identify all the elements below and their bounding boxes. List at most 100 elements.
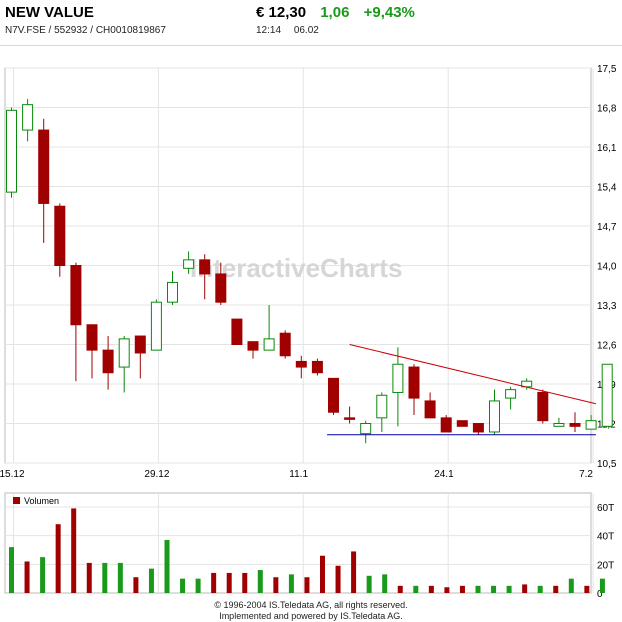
candle-body — [118, 338, 130, 368]
candle-body — [585, 420, 597, 430]
resistance-line — [349, 344, 597, 405]
volume-bar — [382, 574, 388, 593]
security-info: NEW VALUE N7V.FSE / 552932 / CH001081986… — [5, 4, 166, 36]
candle-body — [553, 423, 565, 427]
volume-bar — [211, 572, 217, 593]
quote-header: NEW VALUE N7V.FSE / 552932 / CH001081986… — [0, 0, 622, 44]
volume-bar — [226, 572, 232, 593]
candle-body — [537, 391, 549, 422]
candle-body — [328, 377, 339, 413]
price-axis-tick-label: 13,3 — [597, 301, 617, 312]
candle-body — [344, 417, 356, 420]
candle-body — [54, 205, 66, 266]
candle-body — [167, 281, 178, 303]
volume-bar — [273, 577, 279, 593]
quote-date: 06.02 — [293, 25, 319, 36]
price-axis-tick-label: 10,5 — [597, 459, 617, 470]
volume-bar — [242, 572, 248, 593]
candle-body — [263, 338, 275, 351]
candle-body — [134, 335, 146, 354]
candle-body — [199, 259, 211, 275]
candle-body — [70, 265, 82, 326]
candle-body — [279, 332, 291, 357]
volume-bar — [413, 585, 419, 593]
volume-bar — [164, 539, 170, 593]
price-change: 1,06 — [320, 4, 350, 21]
candle-body — [311, 360, 323, 374]
volume-bar — [475, 585, 481, 593]
volume-bar — [288, 574, 294, 593]
volume-bar — [133, 577, 139, 593]
volume-bar — [459, 585, 465, 593]
quote-time: 12:14 — [256, 25, 282, 36]
candle-body — [150, 301, 162, 351]
wkn: 552932 — [54, 25, 88, 36]
candle-body — [231, 318, 243, 346]
time-axis-tick-label: 15.12 — [0, 469, 25, 480]
candle-body — [472, 423, 484, 433]
candle-body — [376, 394, 388, 419]
volume-bar — [351, 551, 357, 593]
volume-legend-label: Volumen — [24, 496, 59, 506]
footer: © 1996-2004 IS.Teledata AG, all rights r… — [0, 600, 622, 622]
powered-by: Implemented and powered by IS.Teledata A… — [219, 611, 403, 621]
volume-bar — [55, 524, 61, 593]
volume-bar — [195, 578, 201, 593]
candle-body — [360, 423, 372, 435]
volume-bar — [599, 578, 605, 593]
candle-body — [86, 324, 98, 351]
volume-bar — [553, 585, 559, 593]
volume-bar — [584, 585, 590, 593]
volume-bar — [335, 565, 341, 593]
volume-axis-tick-label: 20T — [597, 560, 614, 571]
candle-body — [505, 389, 517, 399]
price-axis-tick-label: 16,1 — [597, 143, 617, 154]
time-axis-tick-label: 24.1 — [434, 469, 454, 480]
symbol: N7V.FSE — [5, 25, 46, 36]
header-divider — [0, 45, 622, 46]
id-separator: / — [90, 25, 94, 36]
price-axis-tick-label: 16,8 — [597, 104, 617, 115]
candle-body — [247, 341, 259, 351]
volume-bar — [9, 547, 14, 593]
volume-bar — [444, 587, 450, 593]
price-axis-tick-label: 12,6 — [597, 341, 617, 352]
volume-bar — [537, 585, 543, 593]
security-identifiers: N7V.FSE / 552932 / CH0010819867 — [5, 25, 166, 36]
time-axis-tick-label: 7.2 — [579, 469, 593, 480]
volume-axis-tick-label: 40T — [597, 532, 614, 543]
volume-bar — [491, 585, 497, 593]
volume-bar — [568, 578, 574, 593]
volume-axis-tick-label: 60T — [597, 503, 614, 514]
candle-body — [489, 400, 500, 433]
volume-bar — [86, 562, 92, 593]
time-axis-tick-label: 11.1 — [289, 469, 308, 480]
copyright: © 1996-2004 IS.Teledata AG, all rights r… — [214, 600, 408, 610]
volume-bar — [366, 575, 372, 593]
price-axis-tick-label: 15,4 — [597, 183, 617, 194]
price-axis-tick-label: 17,5 — [597, 64, 617, 75]
security-name: NEW VALUE — [5, 4, 94, 21]
candle-body — [22, 104, 34, 131]
candle-body — [215, 273, 227, 303]
volume-bar — [428, 585, 434, 593]
volume-bar — [40, 557, 46, 593]
volume-bar — [148, 568, 154, 593]
candle-body — [408, 366, 420, 399]
volume-bar — [117, 562, 123, 593]
candle-body — [38, 129, 50, 204]
time-axis-tick-label: 29.12 — [144, 469, 169, 480]
isin: CH0010819867 — [95, 25, 166, 36]
volume-bar — [180, 578, 186, 593]
volume-bar — [24, 561, 30, 593]
volume-plot-area — [4, 492, 592, 594]
volume-bar — [304, 577, 310, 593]
volume-bar — [320, 555, 325, 593]
volume-bar — [397, 585, 403, 593]
candle-body — [601, 363, 613, 427]
candle-body — [440, 417, 452, 433]
volume-bar — [506, 585, 512, 593]
candle-body — [295, 360, 307, 368]
candle-body — [424, 400, 436, 419]
